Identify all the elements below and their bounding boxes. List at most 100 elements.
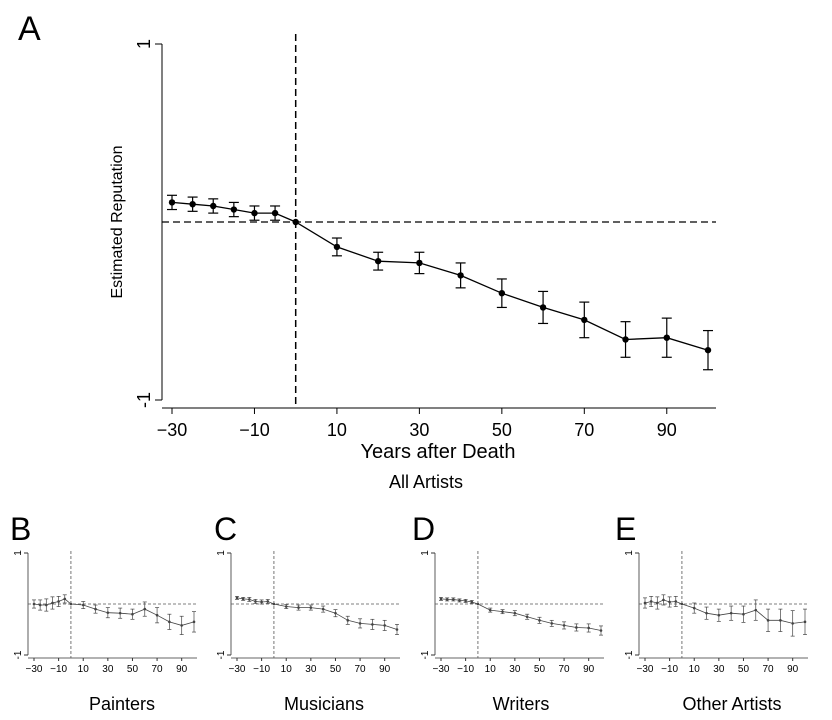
x-tick-label: 30: [102, 664, 114, 675]
x-tick-label: 70: [574, 420, 594, 440]
x-tick-label: 70: [763, 664, 775, 675]
data-point: [416, 259, 423, 267]
data-point: [346, 619, 350, 622]
x-tick-label: 10: [327, 420, 347, 440]
data-point: [525, 615, 529, 619]
plot-musicians: 1 -1−30 −10 10 30 50 70 90: [216, 550, 400, 675]
data-point: [458, 599, 461, 602]
data-point: [81, 603, 85, 607]
data-point: [272, 602, 276, 606]
panel-caption-a: All Artists: [389, 472, 463, 492]
data-point: [599, 629, 603, 632]
data-point: [464, 599, 467, 603]
data-point: [680, 602, 684, 606]
x-tick-label: −30: [433, 664, 450, 675]
data-point: [45, 603, 48, 607]
data-point: [581, 316, 588, 324]
panel-letter-d: D: [412, 511, 435, 547]
panel-caption-b: Painters: [89, 694, 155, 714]
data-point: [754, 608, 758, 612]
x-tick-label: 90: [657, 420, 677, 440]
data-point: [248, 598, 251, 601]
x-tick-label: 70: [559, 664, 571, 675]
x-tick-label: 70: [355, 664, 367, 675]
data-point: [271, 209, 279, 217]
data-point: [439, 597, 443, 601]
y-tick-label: 1: [624, 550, 635, 556]
data-point: [562, 624, 566, 627]
x-tick-label: −10: [50, 664, 67, 675]
y-tick-label: -1: [624, 650, 635, 659]
x-tick-label: 50: [330, 664, 342, 675]
data-point: [445, 598, 449, 601]
x-tick-label: 10: [485, 664, 497, 675]
x-tick-label: −10: [239, 420, 270, 440]
x-tick-label: −10: [457, 664, 474, 675]
data-point: [668, 600, 671, 604]
panel-letter-b: B: [10, 511, 31, 547]
data-point: [663, 334, 670, 341]
panel-letter-a: A: [18, 10, 41, 48]
data-point: [575, 626, 578, 629]
data-point: [260, 600, 263, 604]
data-point: [118, 611, 122, 615]
data-point: [374, 257, 382, 265]
data-point: [254, 600, 257, 603]
data-point: [662, 598, 665, 602]
data-point: [284, 605, 288, 608]
plot-painters: 1 -1−30 −10 10 30 50 70 90: [13, 550, 197, 675]
x-tick-label: −30: [26, 664, 43, 675]
data-point: [192, 620, 196, 624]
data-point: [251, 209, 258, 217]
x-tick-label: −10: [661, 664, 678, 675]
x-tick-label: 90: [379, 664, 391, 675]
data-point: [168, 620, 171, 624]
x-tick-label: 30: [409, 420, 429, 440]
x-tick-label: 90: [176, 664, 188, 675]
x-axis-label-a: Years after Death: [361, 441, 516, 463]
data-point: [131, 612, 134, 616]
data-point: [241, 597, 245, 601]
x-tick-label: 10: [281, 664, 293, 675]
x-tick-label: 50: [127, 664, 139, 675]
x-tick-label: 50: [534, 664, 546, 675]
data-point: [476, 602, 480, 606]
data-point: [622, 336, 629, 343]
y-tick-label: -1: [13, 650, 24, 659]
y-tick-label: -1: [134, 392, 154, 408]
data-point: [189, 201, 196, 208]
data-point: [371, 623, 374, 626]
data-point: [488, 608, 492, 612]
x-tick-label: 30: [509, 664, 521, 675]
data-point: [69, 602, 73, 606]
data-point: [452, 598, 455, 601]
panel-caption-d: Writers: [493, 694, 550, 714]
data-point: [513, 611, 517, 615]
data-point: [742, 612, 745, 616]
data-point: [587, 626, 590, 630]
data-point: [498, 290, 506, 297]
y-tick-label: 1: [420, 550, 431, 556]
data-point: [32, 602, 36, 606]
data-point: [334, 611, 337, 615]
data-point: [106, 611, 110, 614]
data-point: [180, 624, 183, 627]
data-point: [155, 613, 159, 617]
panel-caption-c: Musicians: [284, 694, 364, 714]
data-point: [791, 622, 794, 625]
panel-letter-c: C: [214, 511, 237, 547]
data-point: [51, 601, 54, 605]
data-point: [309, 606, 313, 609]
data-point: [321, 607, 325, 611]
data-point: [779, 619, 782, 622]
data-point: [643, 601, 647, 605]
x-tick-label: 10: [689, 664, 701, 675]
data-point: [550, 622, 554, 625]
data-point: [705, 611, 708, 615]
data-point: [470, 600, 474, 604]
data-point: [230, 206, 238, 213]
data-point: [38, 603, 42, 607]
series-line: [171, 201, 709, 351]
plot-all-artists: 1 -1−30 −10 10 30 50 70 90: [134, 34, 716, 440]
